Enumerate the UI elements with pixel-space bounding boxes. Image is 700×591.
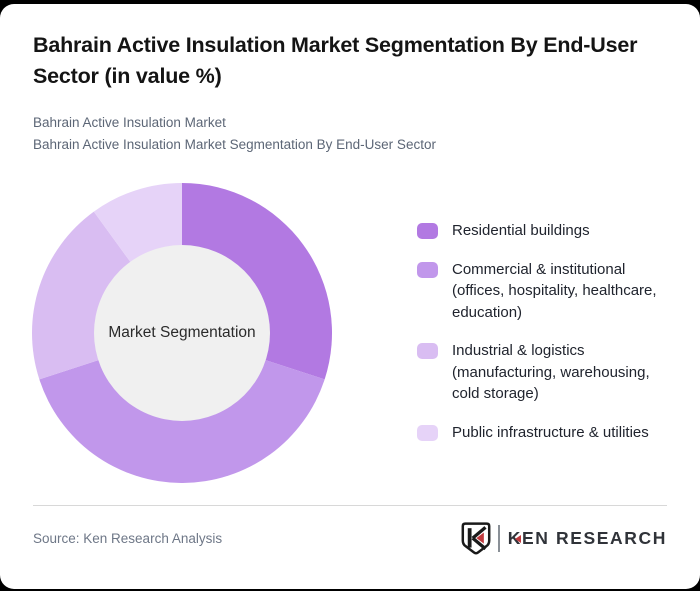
donut-hole [94,245,270,421]
legend-item-public-infrastructure: Public infrastructure & utilities [417,422,672,444]
subtitle-market: Bahrain Active Insulation Market [33,115,226,130]
legend-swatch-public-infrastructure [417,424,438,441]
legend-swatch-industrial [417,343,438,359]
brand-wordmark: KEN RESEARCH [507,528,667,548]
footer: Source: Ken Research Analysis KEN RESEAR… [0,505,700,589]
page-title: Bahrain Active Insulation Market Segment… [33,33,638,88]
footer-divider [33,505,667,506]
donut-svg [32,183,332,483]
legend-item-commercial: Commercial & institutional (offices, hos… [417,259,672,324]
ken-research-logo: KEN RESEARCH [461,522,667,555]
shield-k-icon [461,522,491,555]
k-red-triangle-icon [514,534,521,543]
legend-label: Residential buildings [452,222,590,239]
legend-label: Commercial & institutional (offices, hos… [452,260,657,321]
legend-label: Industrial & logistics (manufacturing, w… [452,342,650,402]
legend-label: Public infrastructure & utilities [452,423,649,441]
chart-legend: Residential buildings Commercial & insti… [417,220,672,443]
legend-swatch-commercial [417,261,438,278]
source-note: Source: Ken Research Analysis [33,531,223,546]
report-card: Bahrain Active Insulation Market Segment… [0,4,700,589]
legend-item-industrial: Industrial & logistics (manufacturing, w… [417,340,672,405]
legend-item-residential: Residential buildings [417,220,672,242]
legend-swatch-residential [417,223,438,239]
logo-separator [497,525,500,552]
donut-chart: Market Segmentation [32,183,332,483]
subtitle-segmentation: Bahrain Active Insulation Market Segment… [33,137,436,152]
